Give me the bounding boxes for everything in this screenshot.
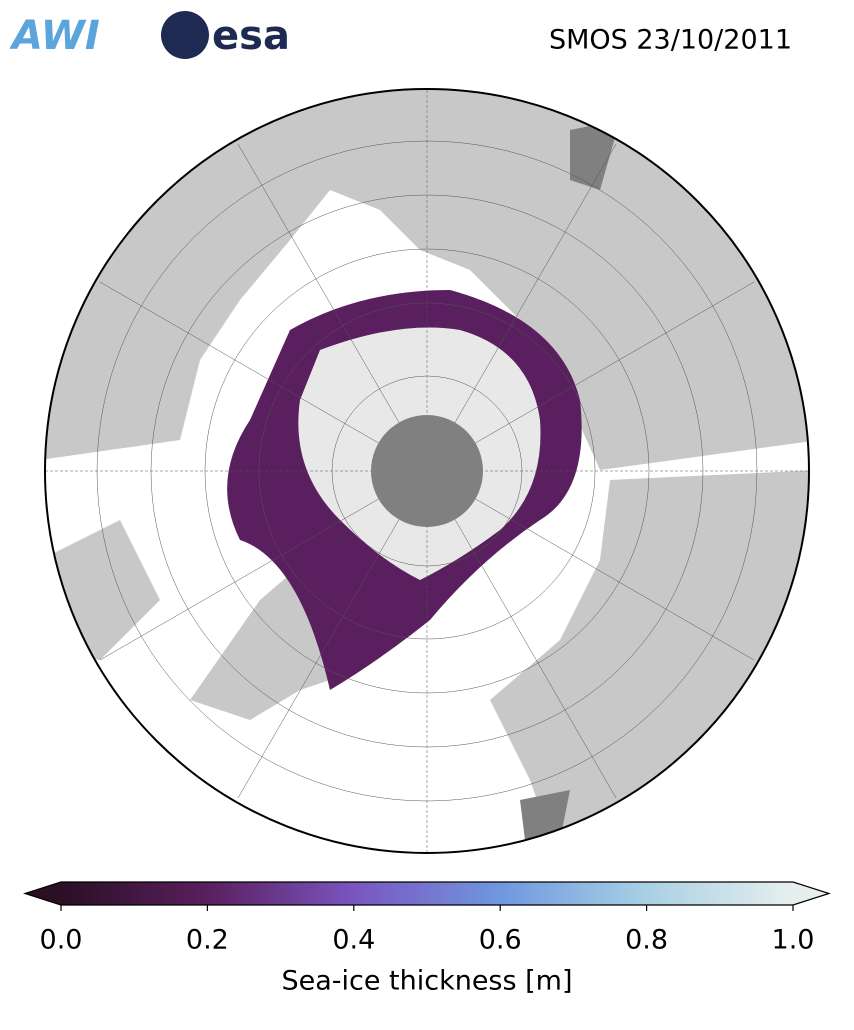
colorbar-tick-label: 0.6 xyxy=(479,925,522,956)
title: SMOS 23/10/2011 xyxy=(549,25,792,56)
awi-logo: AWI xyxy=(9,13,100,59)
colorbar-tick-label: 1.0 xyxy=(772,925,815,956)
colorbar-tick-label: 0.0 xyxy=(40,925,83,956)
colorbar-tick-label: 0.2 xyxy=(186,925,229,956)
pole-hole xyxy=(371,415,483,527)
colorbar: Sea-ice thickness [m] 0.0 0.2 0.4 0.6 0.8 1.0 xyxy=(23,881,831,997)
logos: AWI esa xyxy=(9,11,290,59)
colorbar-tick-label: 0.8 xyxy=(625,925,668,956)
colorbar-extend-high xyxy=(793,882,829,905)
esa-emblem xyxy=(161,11,209,59)
land-dark xyxy=(570,120,620,190)
land-north xyxy=(45,89,809,470)
land-dark xyxy=(520,790,570,840)
colorbar-extend-low xyxy=(25,882,61,905)
map-border xyxy=(44,88,810,854)
colorbar-tick-label: 0.4 xyxy=(332,925,375,956)
esa-logo: esa xyxy=(212,13,290,59)
colorbar-label: Sea-ice thickness [m] xyxy=(281,966,572,997)
colorbar-bar xyxy=(61,882,793,905)
